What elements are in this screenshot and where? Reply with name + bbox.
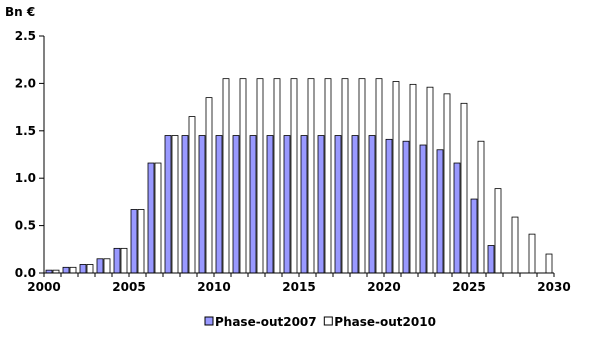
legend-label: Phase-out2007 xyxy=(215,315,317,329)
bar-phase-out2007-2002 xyxy=(79,264,87,274)
bar-phase-out2007-2026 xyxy=(487,245,495,274)
bar-phase-out2010-2022 xyxy=(426,86,434,274)
bar-phase-out2007-2020 xyxy=(385,138,393,274)
bar-phase-out2007-2007 xyxy=(164,135,172,274)
bar-phase-out2007-2008 xyxy=(181,135,189,274)
x-tick-label: 2000 xyxy=(27,280,60,294)
bar-phase-out2010-2024 xyxy=(460,102,468,274)
bar-phase-out2010-2027 xyxy=(511,216,519,274)
bar-phase-out2010-2007 xyxy=(171,135,179,274)
bar-phase-out2007-2001 xyxy=(62,266,70,274)
y-tick-label: 1.0 xyxy=(15,171,36,185)
bar-phase-out2007-2025 xyxy=(470,198,478,274)
bar-phase-out2007-2024 xyxy=(453,162,461,274)
bar-phase-out2010-2014 xyxy=(290,78,298,274)
bar-phase-out2010-2002 xyxy=(86,264,94,274)
x-tick-label: 2010 xyxy=(197,280,230,294)
x-axis-ticks: 2000 2005 2010 2015 2020 2025 2030 xyxy=(27,273,571,294)
bar-phase-out2007-2013 xyxy=(266,135,274,274)
y-axis-ticks: 0.0 0.5 1.0 1.5 2.0 2.5 xyxy=(15,29,44,280)
x-tick-label: 2020 xyxy=(367,280,400,294)
bar-phase-out2007-2006 xyxy=(147,162,155,274)
bar-phase-out2010-2010 xyxy=(222,78,230,274)
y-tick-label: 0.0 xyxy=(15,266,36,280)
bar-phase-out2010-2009 xyxy=(205,97,213,274)
bar-phase-out2010-2005 xyxy=(137,209,145,274)
y-tick-label: 1.5 xyxy=(15,124,36,138)
bar-phase-out2010-2025 xyxy=(477,140,485,274)
bar-phase-out2007-2012 xyxy=(249,135,257,274)
x-tick-label: 2025 xyxy=(452,280,485,294)
bar-phase-out2010-2008 xyxy=(188,116,196,274)
legend-label: Phase-out2010 xyxy=(334,315,436,329)
bar-phase-out2007-2011 xyxy=(232,135,240,274)
bar-phase-out2010-2018 xyxy=(358,78,366,274)
bar-phase-out2010-2023 xyxy=(443,93,451,274)
y-tick-label: 2.5 xyxy=(15,29,36,43)
bar-phase-out2010-2019 xyxy=(375,78,383,274)
y-tick-label: 2.0 xyxy=(15,76,36,90)
bar-phase-out2010-2006 xyxy=(154,162,162,274)
legend-swatch xyxy=(204,316,214,326)
legend: Phase-out2007 Phase-out2010 xyxy=(204,315,436,329)
bar-phase-out2007-2023 xyxy=(436,149,444,274)
y-axis-unit-label: Bn € xyxy=(5,5,35,19)
bar-phase-out2007-2009 xyxy=(198,135,206,274)
bar-phase-out2010-2029 xyxy=(545,253,553,274)
x-tick-label: 2030 xyxy=(537,280,570,294)
x-tick-label: 2005 xyxy=(112,280,145,294)
bar-phase-out2007-2019 xyxy=(368,135,376,274)
bar-phase-out2007-2015 xyxy=(300,135,308,274)
bar-phase-out2007-2022 xyxy=(419,144,427,274)
bar-phase-out2007-2003 xyxy=(96,258,104,274)
bar-phase-out2010-2015 xyxy=(307,78,315,274)
bar-phase-out2010-2001 xyxy=(69,266,77,274)
bars xyxy=(45,78,553,274)
bar-phase-out2010-2003 xyxy=(103,258,111,274)
bar-phase-out2007-2018 xyxy=(351,135,359,274)
bar-phase-out2010-2013 xyxy=(273,78,281,274)
bar-phase-out2010-2012 xyxy=(256,78,264,274)
bar-phase-out2010-2004 xyxy=(120,247,128,274)
bar-phase-out2010-2026 xyxy=(494,188,502,274)
bar-phase-out2010-2016 xyxy=(324,78,332,274)
bar-phase-out2007-2004 xyxy=(113,247,121,274)
bar-phase-out2007-2010 xyxy=(215,135,223,274)
bar-phase-out2010-2011 xyxy=(239,78,247,274)
bar-phase-out2007-2016 xyxy=(317,135,325,274)
bar-phase-out2010-2028 xyxy=(528,233,536,274)
bar-phase-out2010-2017 xyxy=(341,78,349,274)
bar-phase-out2010-2021 xyxy=(409,83,417,274)
y-tick-label: 0.5 xyxy=(15,219,36,233)
bar-phase-out2007-2021 xyxy=(402,140,410,274)
bar-phase-out2007-2017 xyxy=(334,135,342,274)
legend-swatch xyxy=(323,316,333,326)
bar-phase-out2010-2020 xyxy=(392,81,400,274)
x-tick-label: 2015 xyxy=(282,280,315,294)
bar-phase-out2007-2005 xyxy=(130,209,138,274)
bar-phase-out2007-2014 xyxy=(283,135,291,274)
